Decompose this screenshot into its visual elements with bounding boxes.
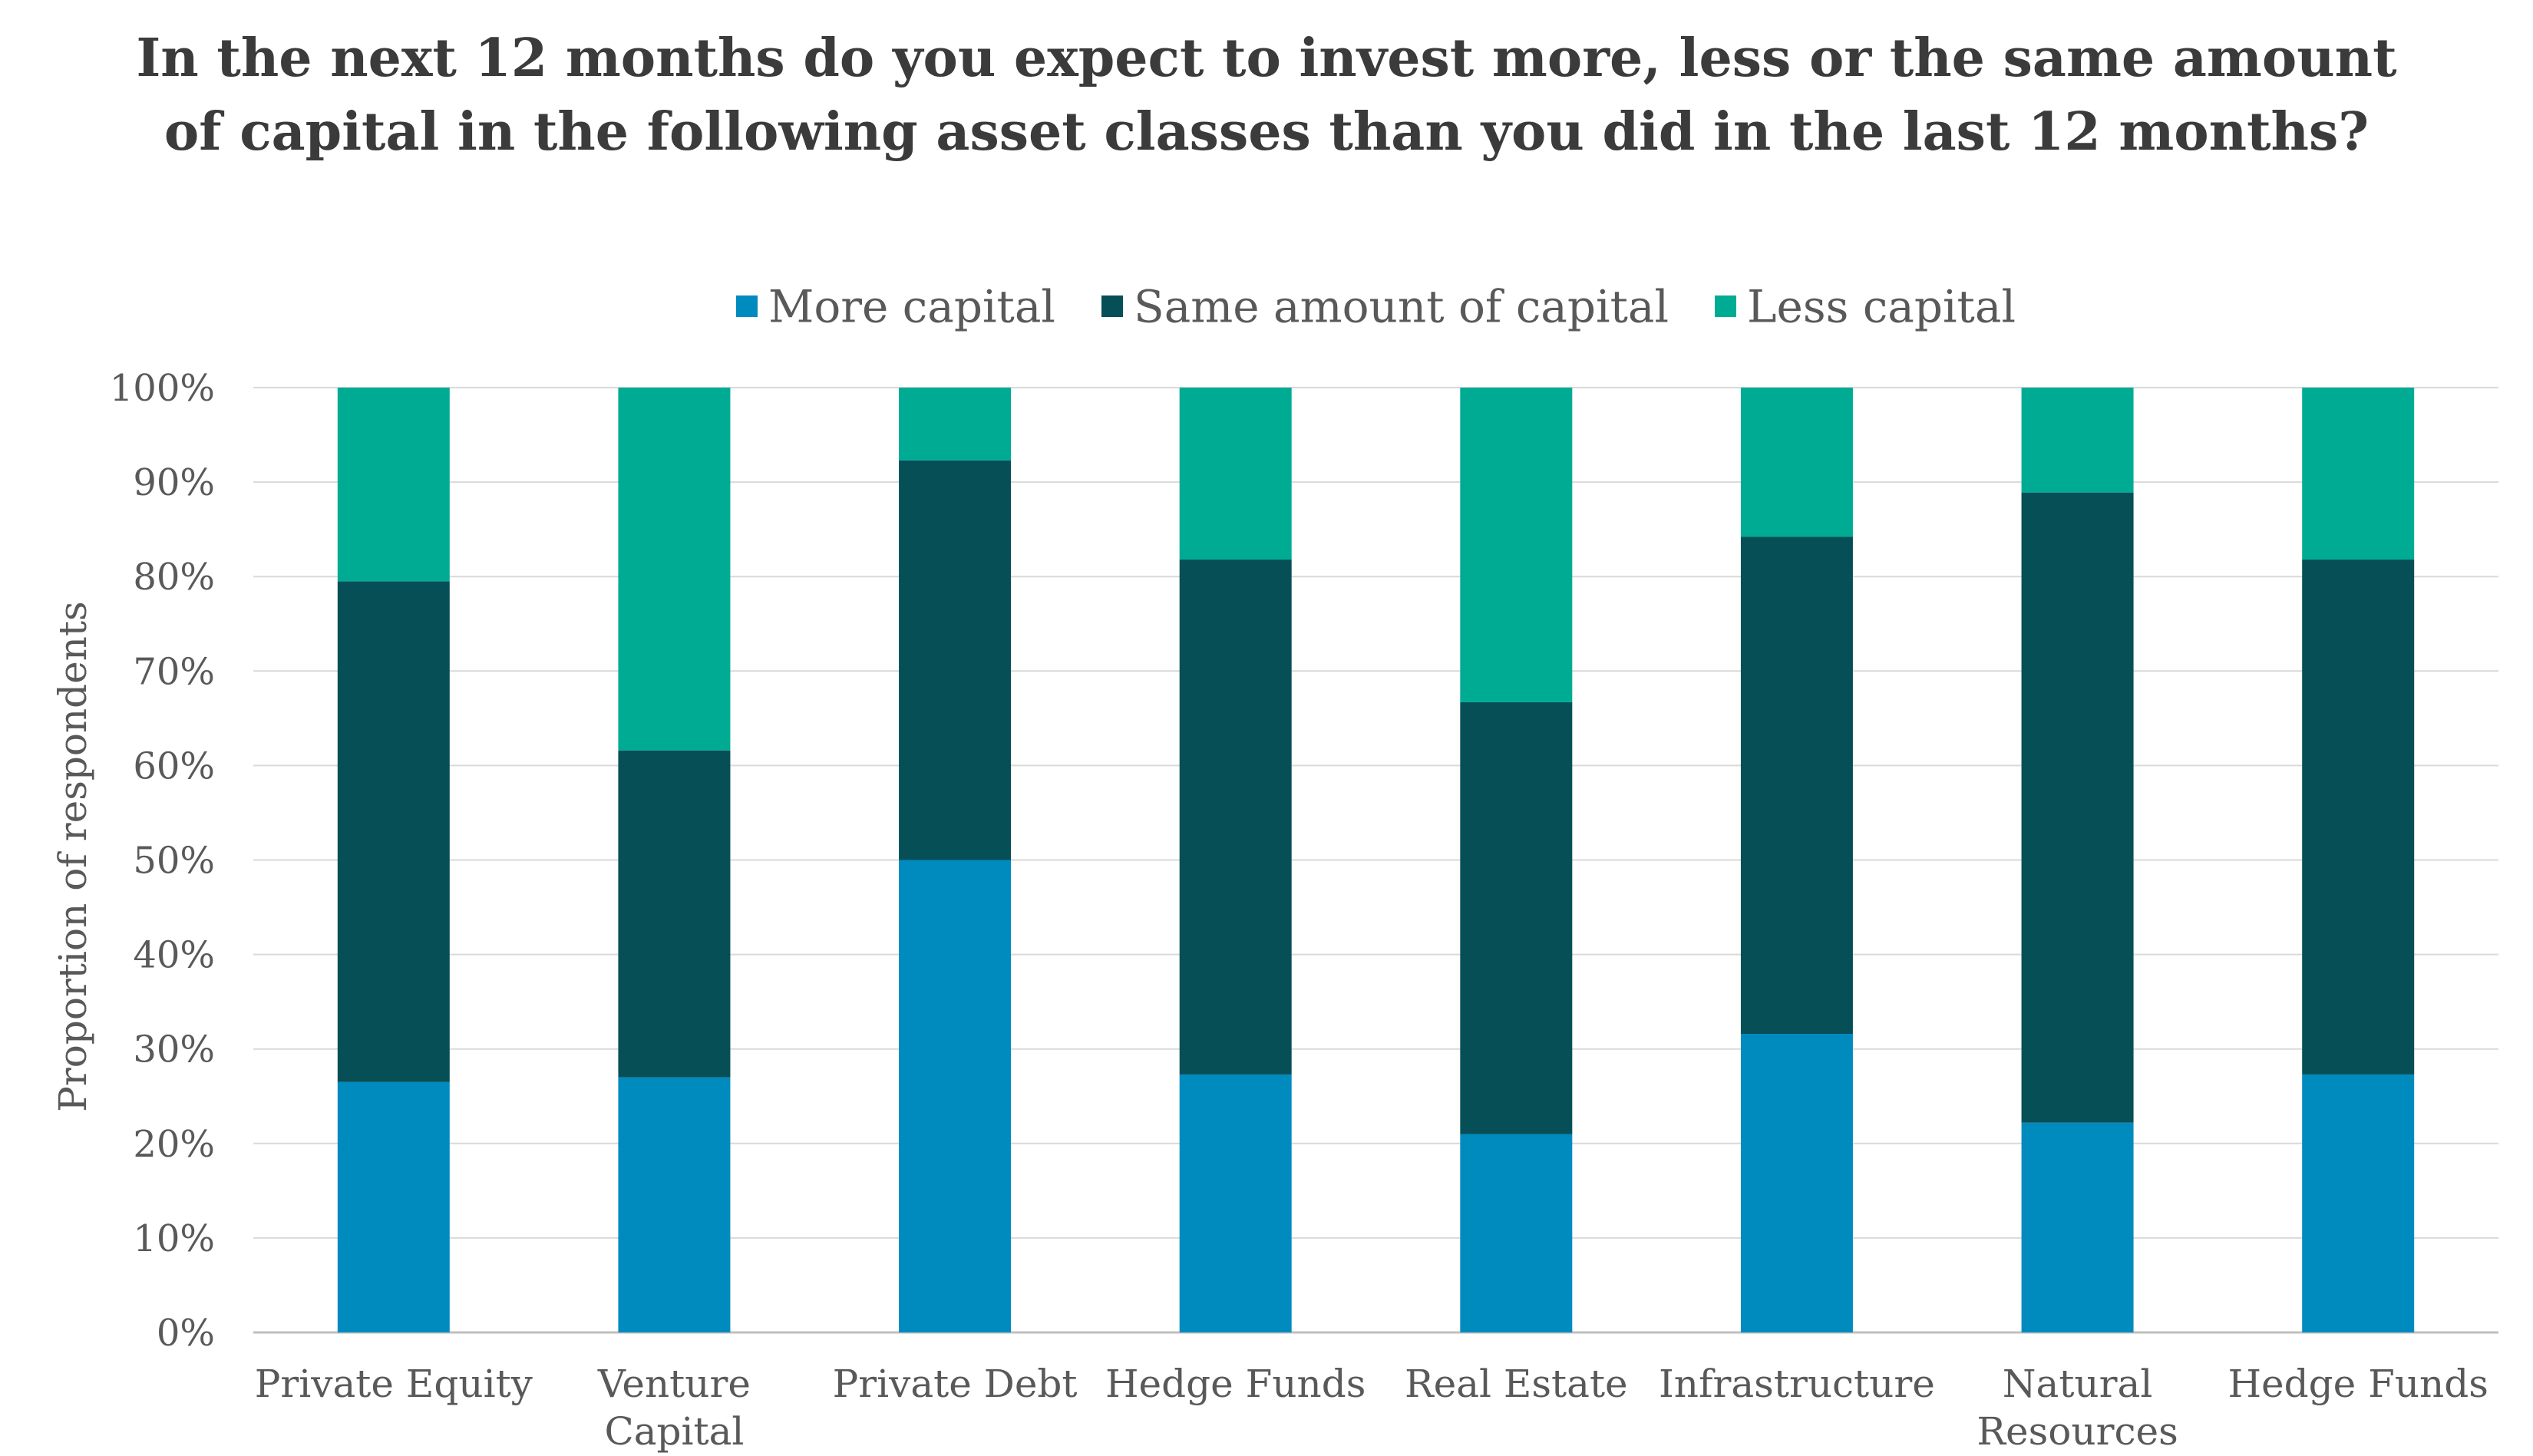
y-axis-ticks: 0% 10% 20% 30% 40% 50% 60% 70% 80% 90% 100%: [110, 367, 215, 1355]
bar-segment-same-amount-of-capital: [618, 750, 731, 1078]
legend-label: Less capital: [1747, 280, 2016, 332]
bars: [337, 388, 2415, 1332]
bar-segment-same-amount-of-capital: [337, 581, 450, 1082]
bar-segment-same-amount-of-capital: [1460, 702, 1573, 1134]
y-tick-label: 80%: [133, 556, 215, 599]
x-tick-label: Hedge Funds: [2228, 1362, 2488, 1406]
legend-item-more-capital: More capital: [736, 280, 1055, 332]
y-tick-label: 40%: [133, 934, 215, 977]
y-tick-label: 70%: [133, 650, 215, 693]
chart-title: In the next 12 months do you expect to i…: [0, 21, 2533, 169]
bar-segment-same-amount-of-capital: [899, 460, 1012, 860]
x-tick-label-line: Private Equity: [255, 1362, 533, 1406]
bar-segment-same-amount-of-capital: [2021, 492, 2134, 1123]
legend-item-same-amount-of-capital: Same amount of capital: [1101, 280, 1669, 332]
y-tick-label: 60%: [133, 745, 215, 787]
bar-segment-same-amount-of-capital: [2302, 560, 2415, 1075]
y-axis-title: Proportion of respondents: [51, 601, 95, 1111]
x-tick-label: Private Debt: [833, 1362, 1078, 1406]
x-tick-label-line: Hedge Funds: [1105, 1362, 1366, 1406]
x-tick-label-line: Real Estate: [1405, 1362, 1628, 1406]
gridlines: [253, 387, 2498, 1334]
bar-segment-less-capital: [2302, 388, 2415, 560]
bar-segment-less-capital: [1179, 388, 1292, 560]
x-tick-label: Real Estate: [1405, 1362, 1628, 1406]
bar-segment-more-capital: [2021, 1122, 2134, 1332]
bar-segment-less-capital: [1460, 388, 1573, 702]
x-tick-label-line: Infrastructure: [1659, 1362, 1935, 1406]
legend-swatch: [736, 295, 758, 317]
bar-segment-same-amount-of-capital: [1740, 537, 1853, 1035]
bar-segment-less-capital: [337, 388, 450, 582]
bar-segment-same-amount-of-capital: [1179, 560, 1292, 1075]
bar-segment-more-capital: [2302, 1074, 2415, 1332]
bar-segment-more-capital: [1179, 1074, 1292, 1332]
chart-title-line-1: In the next 12 months do you expect to i…: [136, 28, 2397, 89]
bar-segment-less-capital: [618, 388, 731, 751]
y-tick-label: 90%: [133, 461, 215, 504]
y-tick-label: 0%: [157, 1312, 215, 1355]
y-tick-label: 20%: [133, 1123, 215, 1166]
bar-segment-more-capital: [899, 860, 1012, 1332]
legend-label: Same amount of capital: [1134, 280, 1669, 332]
legend-swatch: [1101, 295, 1123, 317]
legend-swatch: [1715, 295, 1737, 317]
legend-item-less-capital: Less capital: [1715, 280, 2016, 332]
y-tick-label: 30%: [133, 1028, 215, 1071]
bar-segment-less-capital: [899, 388, 1012, 461]
y-tick-label: 100%: [110, 367, 215, 410]
x-tick-label: Private Equity: [255, 1362, 533, 1406]
bar-segment-more-capital: [1460, 1134, 1573, 1332]
bar-segment-more-capital: [1740, 1034, 1853, 1332]
bar-segment-more-capital: [618, 1077, 731, 1332]
legend-label: More capital: [768, 280, 1055, 332]
chart-title-line-2: of capital in the following asset classe…: [163, 101, 2370, 163]
x-tick-label: Hedge Funds: [1105, 1362, 1366, 1406]
x-tick-label-line: Private Debt: [833, 1362, 1078, 1406]
y-tick-label: 50%: [133, 840, 215, 883]
x-tick-label-line: Resources: [1977, 1409, 2178, 1454]
x-tick-label-line: Capital: [604, 1409, 744, 1454]
x-tick-label-line: Hedge Funds: [2228, 1362, 2488, 1406]
bar-segment-less-capital: [1740, 388, 1853, 537]
x-tick-label: Infrastructure: [1659, 1362, 1935, 1406]
bar-segment-less-capital: [2021, 388, 2134, 493]
bar-segment-more-capital: [337, 1081, 450, 1332]
chart-legend: More capital Same amount of capital Less c…: [736, 280, 2016, 332]
x-tick-label-line: Venture: [597, 1362, 751, 1406]
y-tick-label: 10%: [133, 1217, 215, 1260]
x-tick-label-line: Natural: [2003, 1362, 2153, 1406]
